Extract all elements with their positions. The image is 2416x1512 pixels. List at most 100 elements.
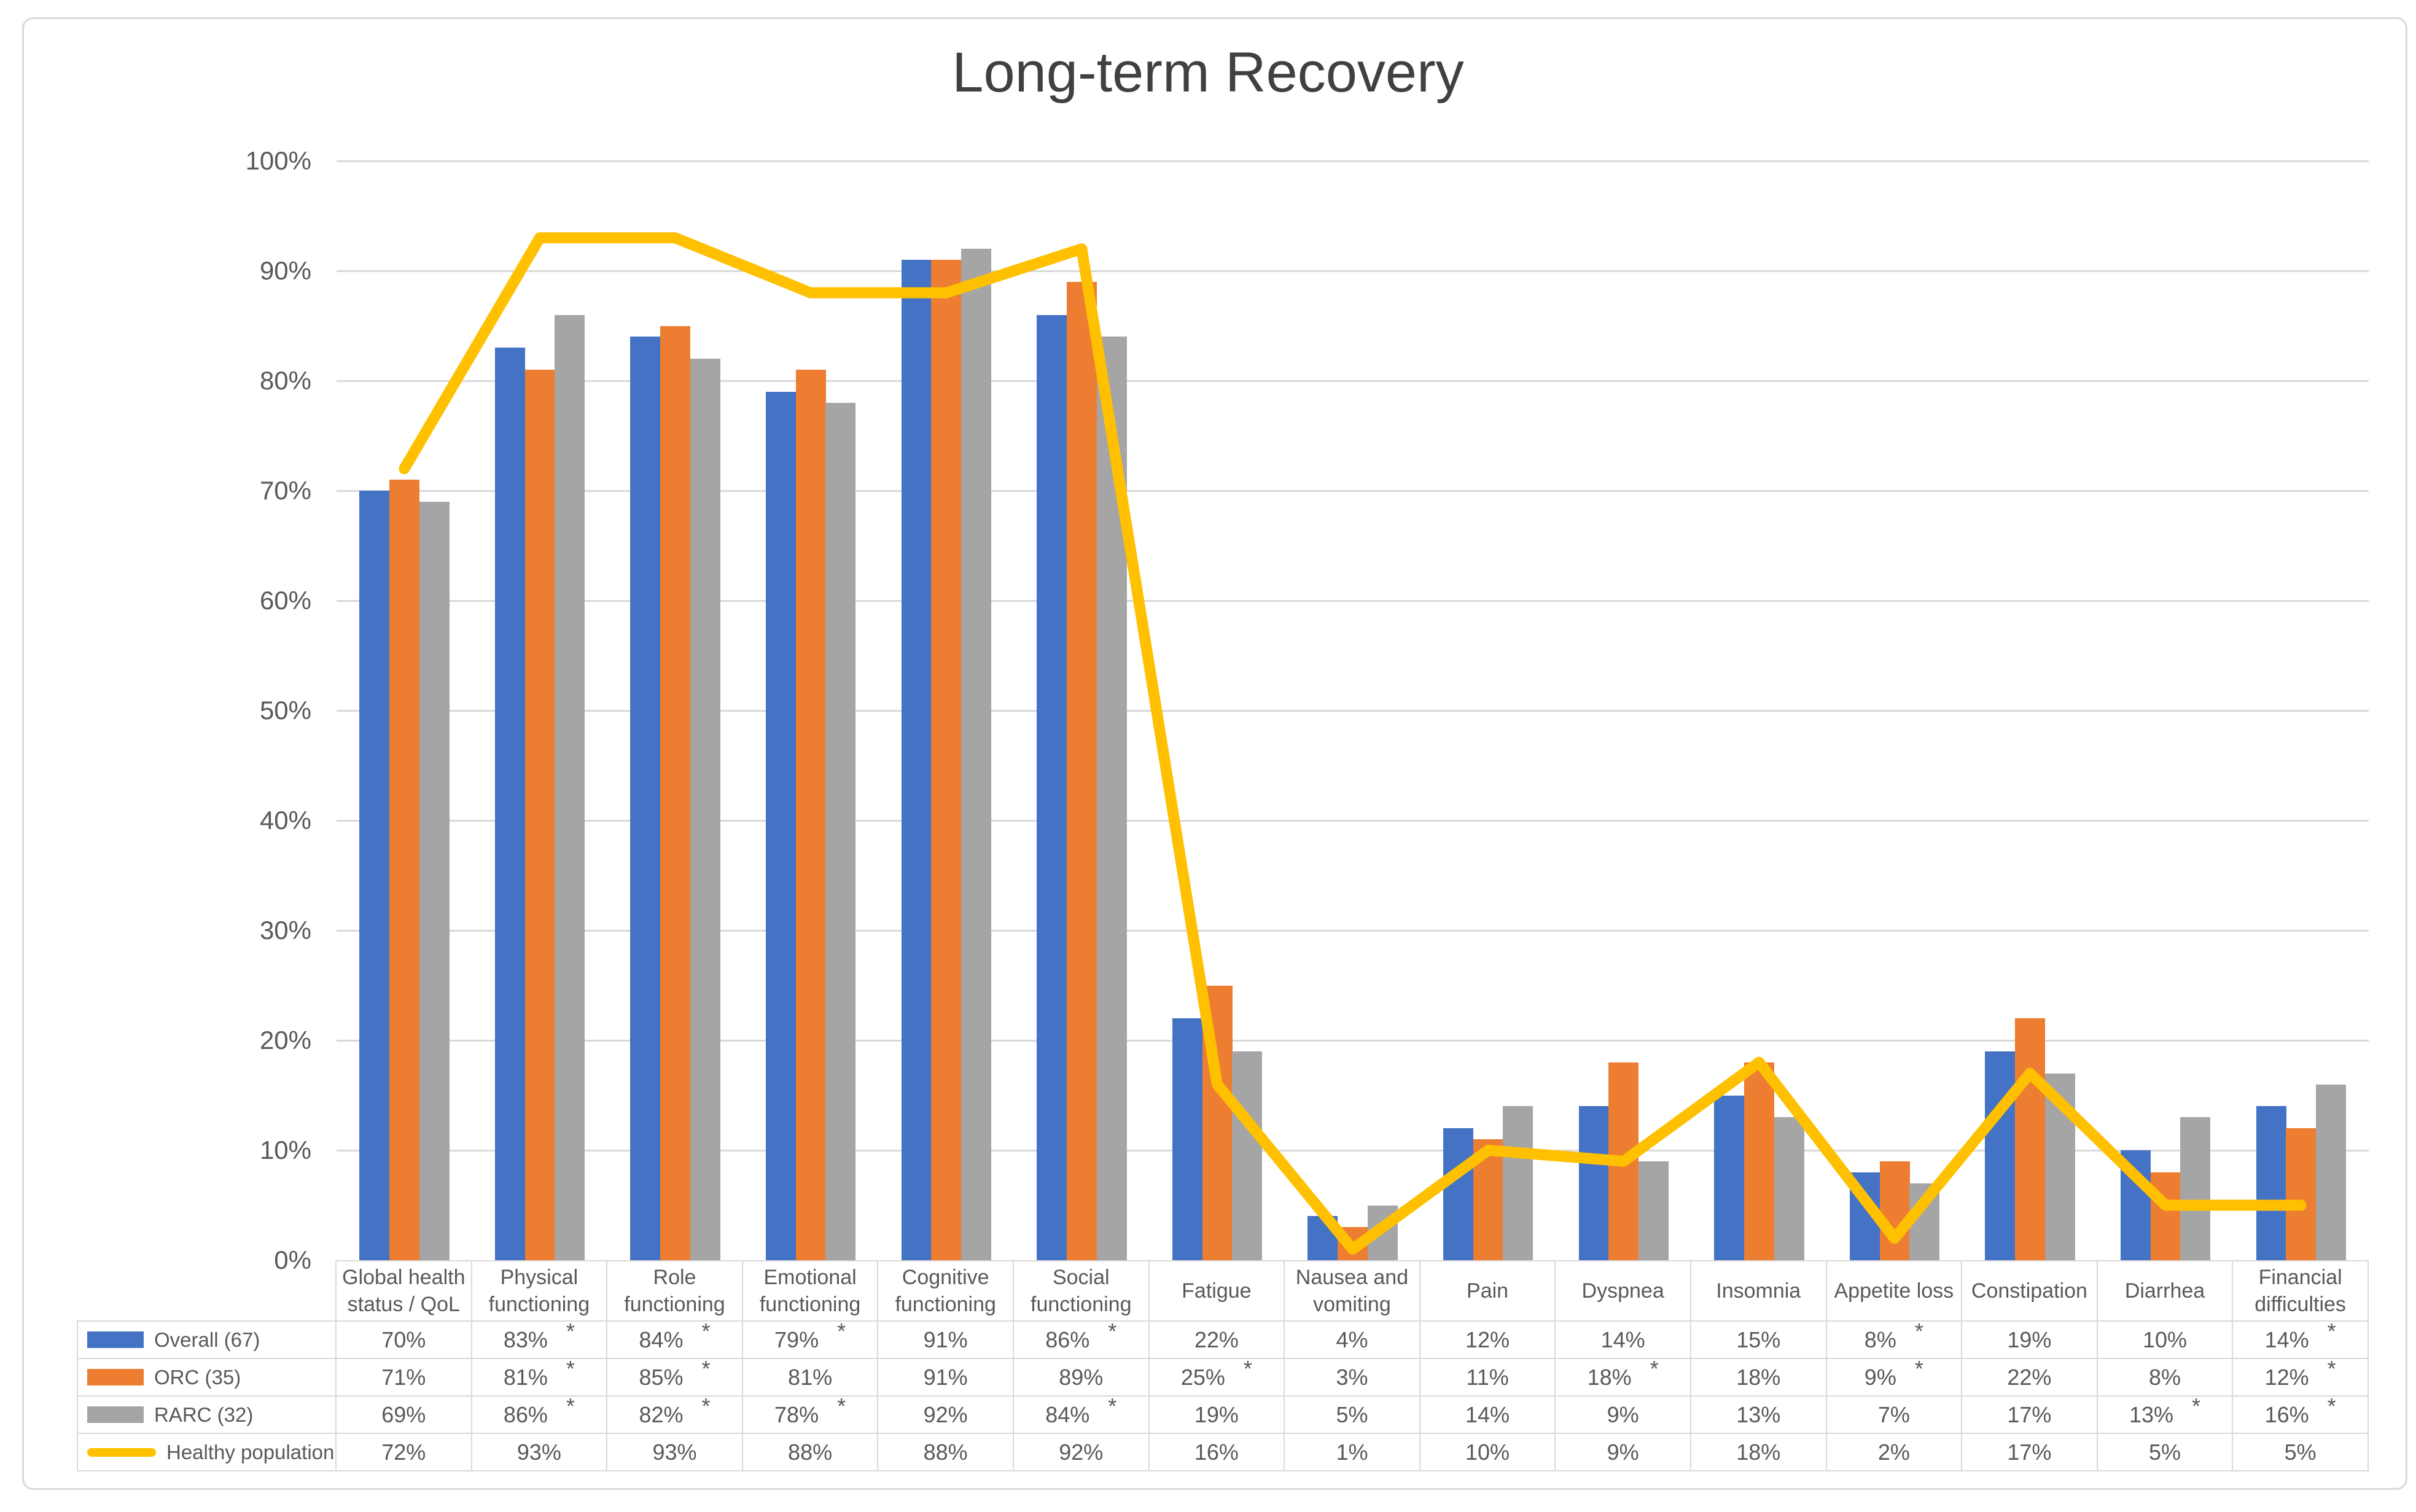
cell-value: 22% [1194, 1327, 1239, 1352]
bar-Overall (67) [901, 260, 932, 1260]
header-line: functioning [624, 1293, 725, 1316]
value-cell: 10% [2097, 1322, 2234, 1359]
bar-RARC (32) [690, 359, 720, 1260]
y-axis-label: 20% [259, 1026, 311, 1054]
table-header-cell: Constipation [1962, 1260, 2098, 1322]
legend-line-swatch [87, 1448, 156, 1457]
cell-value: 84% [1045, 1401, 1090, 1427]
cell-value: 14% [1465, 1401, 1510, 1427]
significance-star: * [1243, 1355, 1252, 1381]
significance-star: * [837, 1318, 846, 1344]
y-axis-label: 40% [259, 806, 311, 835]
bar-RARC (32) [555, 314, 585, 1260]
value-cell: 2% [1826, 1434, 1963, 1471]
value-cell: 93% [472, 1434, 608, 1471]
table-header-cell: Physical functioning [472, 1260, 608, 1322]
cell-value: 13% [1736, 1401, 1781, 1427]
value-cell: 13% [1691, 1397, 1827, 1434]
significance-star: * [1914, 1355, 1923, 1381]
value-cell: 70% [337, 1322, 472, 1359]
value-cell: 4% [1285, 1322, 1420, 1359]
header-line: Dyspnea [1581, 1279, 1664, 1303]
bar-RARC (32) [2316, 1084, 2347, 1260]
value-cell: 83% * [472, 1319, 608, 1359]
significance-star: * [566, 1393, 575, 1419]
cell-value: 89% [1059, 1364, 1104, 1390]
gridline-60% [337, 599, 2369, 602]
value-cell: 22% [1149, 1322, 1285, 1359]
value-cell: 5% [2097, 1434, 2234, 1471]
value-cell: 19% [1962, 1322, 2098, 1359]
cell-value: 82% [639, 1401, 684, 1427]
gridline-80% [337, 380, 2369, 382]
header-line: functioning [759, 1293, 861, 1316]
value-cell: 14% [1420, 1397, 1556, 1434]
cell-value: 14% [2264, 1327, 2309, 1352]
value-cell: 78% * [742, 1393, 879, 1434]
table-header-cell: Nausea and vomiting [1285, 1260, 1420, 1322]
significance-star: * [2327, 1355, 2336, 1381]
table-header-cell: Role functioning [607, 1260, 743, 1322]
cell-value: 13% [2129, 1401, 2174, 1427]
table-corner-cell [77, 1260, 337, 1322]
plot-area [337, 160, 2369, 1260]
y-axis-label: 10% [259, 1136, 311, 1164]
cell-value: 14% [1600, 1327, 1645, 1352]
cell-value: 5% [1336, 1401, 1368, 1427]
value-cell: 18% * [1556, 1355, 1691, 1397]
bar-ORC (35) [389, 480, 419, 1260]
value-cell: 84% * [1013, 1393, 1150, 1434]
cell-value: 16% [2264, 1401, 2309, 1427]
cell-value: 79% [774, 1327, 819, 1352]
bar-ORC (35) [2015, 1018, 2046, 1260]
value-cell: 25% * [1149, 1355, 1285, 1397]
significance-star: * [566, 1355, 575, 1381]
cell-value: 8% [1864, 1327, 1896, 1352]
healthy-population-line [399, 232, 2307, 1255]
header-line: Financial [2258, 1266, 2342, 1289]
value-cell: 17% [1962, 1397, 2098, 1434]
table-header-cell: Financial difficulties [2233, 1260, 2369, 1322]
cell-value: 5% [2284, 1439, 2317, 1465]
value-cell: 18% [1691, 1434, 1827, 1471]
header-line: Physical [500, 1266, 579, 1289]
bar-RARC (32) [961, 249, 992, 1260]
significance-star: * [1650, 1355, 1659, 1381]
bar-ORC (35) [931, 260, 962, 1260]
bar-RARC (32) [825, 402, 856, 1260]
value-cell: 1% [1285, 1434, 1420, 1471]
bar-RARC (32) [1639, 1161, 1669, 1260]
header-line: functioning [1031, 1293, 1132, 1316]
cell-value: 78% [774, 1401, 819, 1427]
cell-value: 93% [516, 1439, 561, 1465]
value-cell: 12% [1420, 1322, 1556, 1359]
header-line: Insomnia [1716, 1279, 1801, 1303]
legend-key-cell: ORC (35) [77, 1359, 337, 1397]
table-header-cell: Pain [1420, 1260, 1556, 1322]
value-cell: 7% [1826, 1397, 1963, 1434]
value-cell: 86% * [472, 1393, 608, 1434]
value-cell: 9% [1556, 1397, 1691, 1434]
value-cell: 14% * [2233, 1319, 2369, 1359]
bar-RARC (32) [1774, 1117, 1804, 1260]
legend-label: ORC (35) [154, 1365, 241, 1389]
gridline-40% [337, 819, 2369, 822]
cell-value: 93% [652, 1439, 697, 1465]
value-cell: 81% * [472, 1355, 608, 1397]
gridline-50% [337, 709, 2369, 712]
cell-value: 84% [639, 1327, 684, 1352]
header-line: Global health [342, 1266, 466, 1289]
significance-star: * [1108, 1318, 1117, 1344]
cell-value: 25% [1180, 1364, 1225, 1390]
header-line: vomiting [1313, 1293, 1391, 1316]
bar-Overall (67) [1714, 1095, 1745, 1260]
cell-value: 88% [788, 1439, 833, 1465]
cell-value: 18% [1736, 1364, 1781, 1390]
cell-value: 22% [2007, 1364, 2052, 1390]
significance-star: * [701, 1393, 711, 1419]
y-axis-label: 70% [259, 476, 311, 505]
cell-value: 1% [1336, 1439, 1368, 1465]
cell-value: 18% [1736, 1439, 1781, 1465]
value-cell: 79% * [742, 1318, 879, 1359]
